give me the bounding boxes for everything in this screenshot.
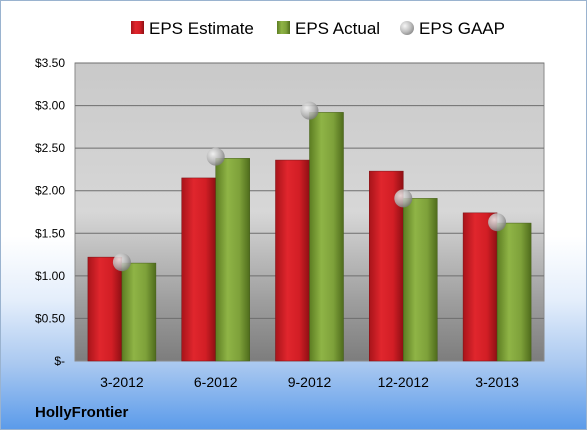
marker-eps-gaap	[488, 213, 507, 232]
marker-eps-gaap	[206, 147, 225, 166]
y-tick-label: $1.50	[35, 226, 65, 240]
legend-label-actual: EPS Actual	[295, 19, 380, 38]
x-axis-categories: 3-2012 6-2012 9-2012 12-2012 3-2013	[100, 374, 519, 390]
bar-eps-estimate	[181, 177, 216, 362]
marker-eps-gaap	[394, 189, 413, 208]
y-tick-label: $-	[54, 354, 65, 368]
y-tick-label: $1.00	[35, 269, 65, 283]
bar-eps-estimate	[275, 159, 310, 362]
gaap-markers	[112, 101, 507, 272]
y-axis-ticks: $- $0.50 $1.00 $1.50 $2.00 $2.50 $3.00 $3.50	[35, 56, 65, 368]
legend-swatch-actual	[277, 21, 290, 34]
bar-eps-actual	[309, 112, 344, 362]
bars	[87, 112, 532, 362]
marker-eps-gaap	[300, 101, 319, 120]
legend-label-gaap: EPS GAAP	[419, 19, 505, 38]
company-label: HollyFrontier	[35, 404, 129, 421]
x-category-label: 3-2012	[100, 374, 144, 390]
y-tick-label: $3.00	[35, 99, 65, 113]
legend-marker-gaap	[400, 21, 414, 35]
bar-eps-estimate	[462, 212, 498, 362]
y-tick-label: $2.50	[35, 141, 65, 155]
y-tick-label: $3.50	[35, 56, 65, 70]
x-category-label: 12-2012	[378, 374, 430, 390]
y-tick-label: $2.00	[35, 184, 65, 198]
bar-eps-estimate	[87, 256, 123, 362]
bar-eps-actual	[215, 158, 250, 362]
marker-eps-gaap	[112, 253, 131, 272]
x-category-label: 3-2013	[475, 374, 519, 390]
legend-label-estimate: EPS Estimate	[149, 19, 254, 38]
x-category-label: 9-2012	[288, 374, 332, 390]
bar-eps-actual	[496, 222, 532, 362]
legend-swatch-estimate	[131, 21, 144, 34]
y-tick-label: $0.50	[35, 311, 65, 325]
legend: EPS Estimate EPS Actual EPS GAAP	[131, 19, 505, 38]
x-category-label: 6-2012	[194, 374, 238, 390]
bar-eps-actual	[403, 198, 438, 362]
bar-eps-actual	[121, 262, 157, 362]
